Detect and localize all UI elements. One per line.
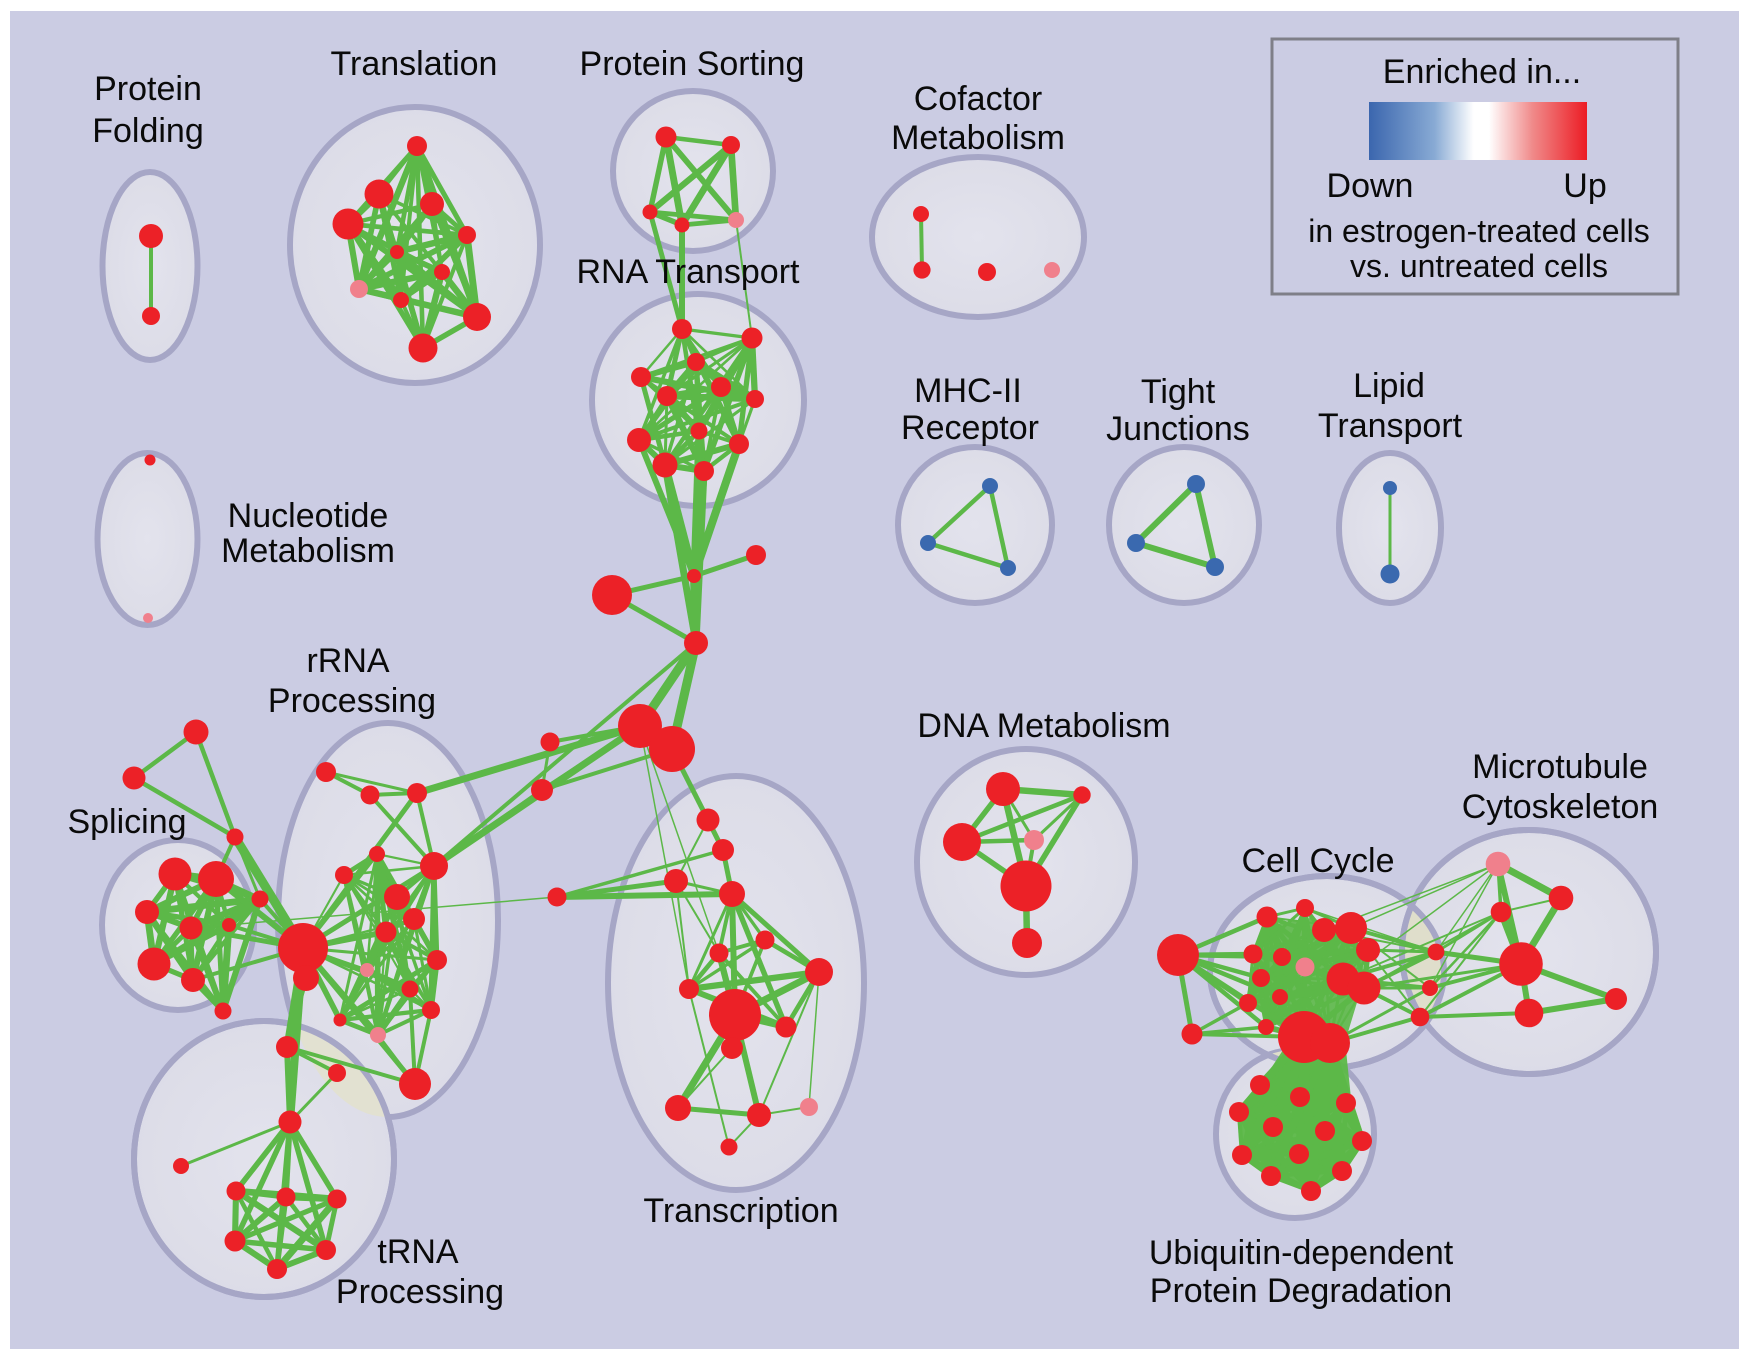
svg-text:Transport: Transport — [1318, 407, 1463, 445]
svg-text:Tight: Tight — [1141, 373, 1216, 411]
svg-text:Ubiquitin-dependent: Ubiquitin-dependent — [1149, 1234, 1454, 1272]
svg-text:in estrogen-treated cells: in estrogen-treated cells — [1308, 213, 1650, 249]
svg-text:Lipid: Lipid — [1353, 367, 1425, 405]
svg-text:RNA Transport: RNA Transport — [577, 253, 801, 291]
svg-text:MHC-II: MHC-II — [914, 372, 1022, 410]
svg-text:Metabolism: Metabolism — [891, 119, 1065, 157]
svg-text:Nucleotide: Nucleotide — [228, 497, 389, 535]
svg-text:Cytoskeleton: Cytoskeleton — [1462, 788, 1659, 826]
svg-text:Processing: Processing — [336, 1273, 504, 1311]
svg-text:Folding: Folding — [92, 112, 204, 150]
svg-text:Up: Up — [1563, 167, 1606, 205]
svg-text:Splicing: Splicing — [67, 803, 186, 841]
svg-text:Cell Cycle: Cell Cycle — [1241, 842, 1394, 880]
svg-text:DNA Metabolism: DNA Metabolism — [917, 707, 1170, 745]
svg-text:Translation: Translation — [331, 45, 498, 83]
svg-text:Protein: Protein — [94, 70, 202, 108]
svg-text:vs. untreated cells: vs. untreated cells — [1350, 248, 1608, 284]
svg-text:Metabolism: Metabolism — [221, 532, 395, 570]
svg-text:Protein Sorting: Protein Sorting — [580, 45, 805, 83]
svg-text:rRNA: rRNA — [306, 642, 389, 680]
svg-text:Receptor: Receptor — [901, 409, 1039, 447]
svg-text:Microtubule: Microtubule — [1472, 748, 1648, 786]
svg-text:Cofactor: Cofactor — [914, 80, 1043, 118]
svg-text:Transcription: Transcription — [643, 1192, 838, 1230]
svg-text:Processing: Processing — [268, 682, 436, 720]
svg-text:Enriched in...: Enriched in... — [1383, 53, 1581, 91]
svg-text:Protein Degradation: Protein Degradation — [1150, 1272, 1452, 1310]
svg-text:Down: Down — [1327, 167, 1414, 205]
svg-text:Junctions: Junctions — [1106, 410, 1250, 448]
svg-text:tRNA: tRNA — [377, 1233, 459, 1271]
